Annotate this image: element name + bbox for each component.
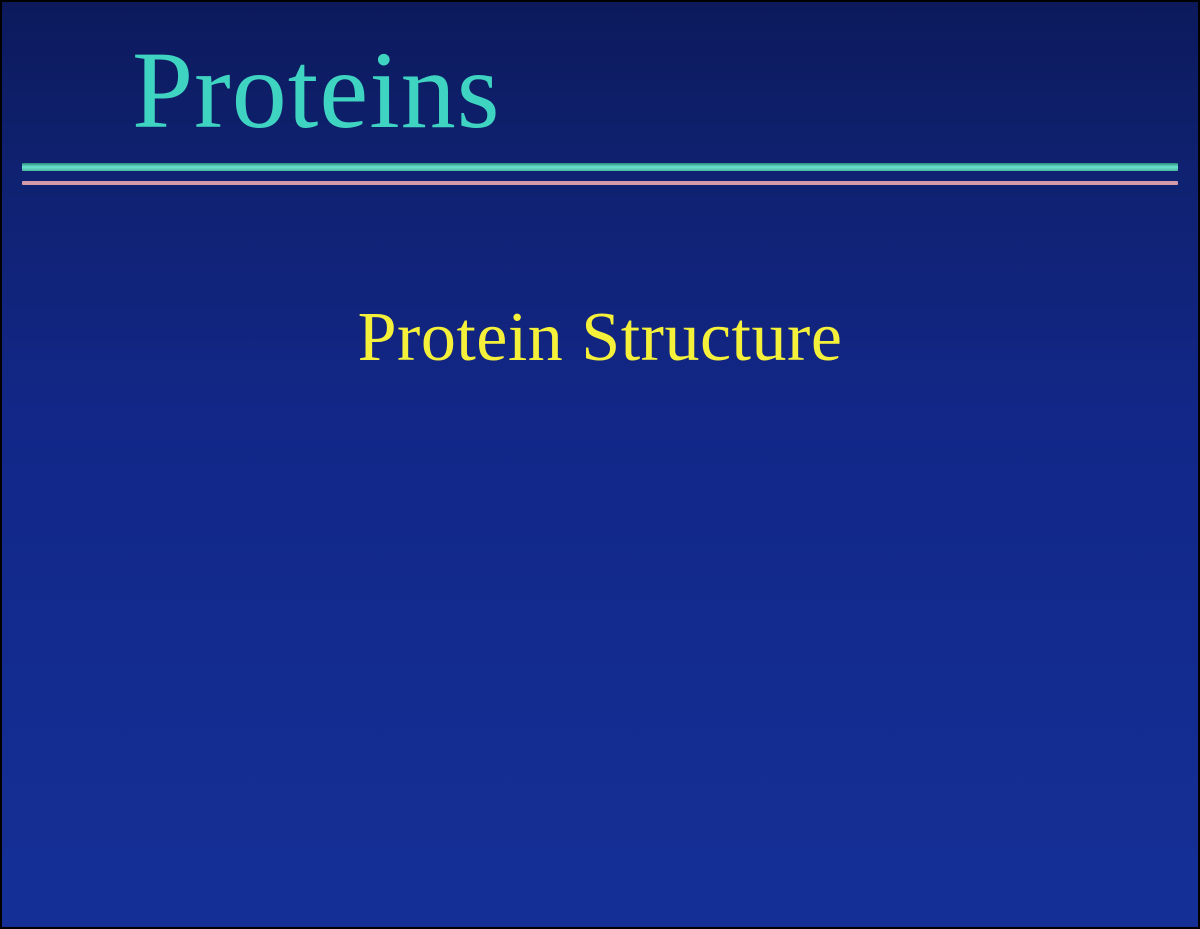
slide-container: Proteins Protein Structure bbox=[0, 0, 1200, 929]
divider-teal bbox=[22, 163, 1178, 171]
header-region: Proteins bbox=[2, 2, 1198, 193]
divider-pink bbox=[22, 181, 1178, 185]
slide-subtitle: Protein Structure bbox=[2, 298, 1198, 378]
divider-group bbox=[22, 163, 1178, 185]
slide-title: Proteins bbox=[2, 30, 1198, 151]
body-region: Protein Structure bbox=[2, 193, 1198, 378]
